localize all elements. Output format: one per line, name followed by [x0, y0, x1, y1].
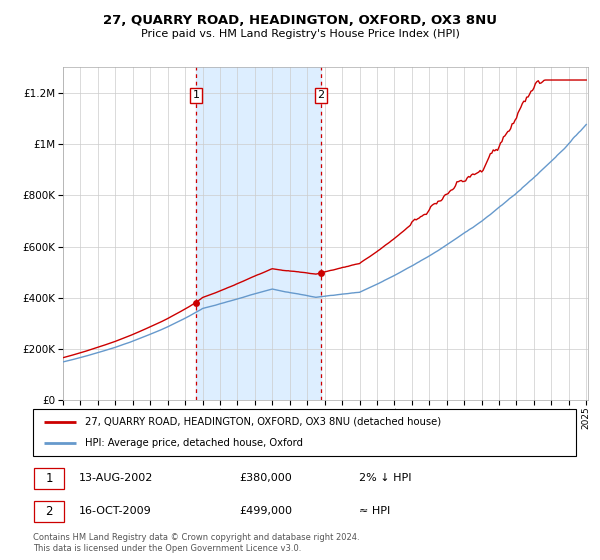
FancyBboxPatch shape: [34, 468, 64, 489]
Text: HPI: Average price, detached house, Oxford: HPI: Average price, detached house, Oxfo…: [85, 438, 302, 448]
Text: 1: 1: [193, 90, 199, 100]
Text: ≈ HPI: ≈ HPI: [359, 506, 390, 516]
Text: 16-OCT-2009: 16-OCT-2009: [79, 506, 152, 516]
Text: £499,000: £499,000: [239, 506, 292, 516]
Bar: [196, 67, 321, 400]
Text: 13-AUG-2002: 13-AUG-2002: [79, 473, 154, 483]
FancyBboxPatch shape: [33, 409, 576, 456]
Text: 2% ↓ HPI: 2% ↓ HPI: [359, 473, 412, 483]
Text: 1: 1: [45, 472, 53, 485]
Text: £380,000: £380,000: [239, 473, 292, 483]
Text: 27, QUARRY ROAD, HEADINGTON, OXFORD, OX3 8NU: 27, QUARRY ROAD, HEADINGTON, OXFORD, OX3…: [103, 14, 497, 27]
Text: 2: 2: [45, 505, 53, 518]
Text: 27, QUARRY ROAD, HEADINGTON, OXFORD, OX3 8NU (detached house): 27, QUARRY ROAD, HEADINGTON, OXFORD, OX3…: [85, 417, 441, 427]
Text: Price paid vs. HM Land Registry's House Price Index (HPI): Price paid vs. HM Land Registry's House …: [140, 29, 460, 39]
FancyBboxPatch shape: [34, 501, 64, 522]
Text: 2: 2: [317, 90, 325, 100]
Text: Contains HM Land Registry data © Crown copyright and database right 2024.
This d: Contains HM Land Registry data © Crown c…: [33, 533, 359, 553]
